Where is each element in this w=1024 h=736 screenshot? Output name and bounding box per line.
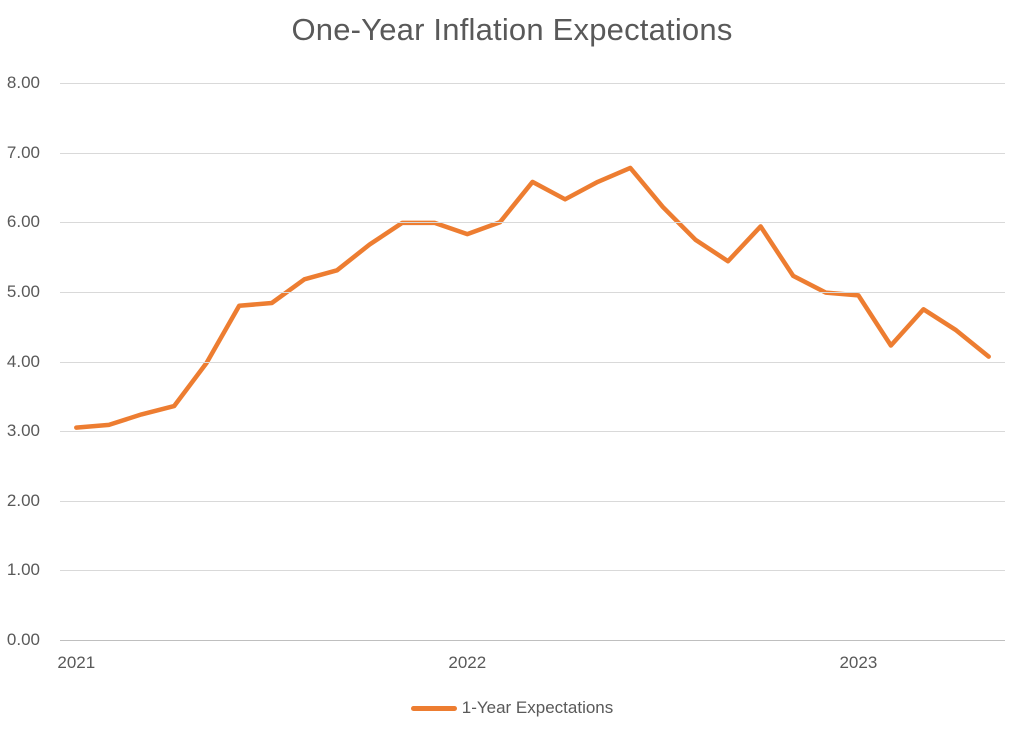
x-tick-label: 2021 xyxy=(57,653,96,672)
y-tick-label: 1.00 xyxy=(6,560,40,580)
y-tick-label: 0.00 xyxy=(6,630,40,649)
legend-label: 1-Year Expectations xyxy=(461,698,614,717)
gridline xyxy=(60,431,1005,433)
gridline xyxy=(60,291,1005,293)
gridline xyxy=(60,570,1005,572)
gridline xyxy=(60,83,1005,84)
x-tick-label: 2023 xyxy=(839,653,878,672)
y-tick-label: 8.00 xyxy=(6,73,40,92)
x-tick-label: 2022 xyxy=(448,653,487,672)
legend: 1-Year Expectations xyxy=(0,698,1024,718)
gridline xyxy=(60,361,1005,363)
gridline xyxy=(60,500,1005,502)
y-tick-label: 6.00 xyxy=(6,212,40,232)
legend-line-swatch-icon xyxy=(410,705,457,711)
x-axis-line xyxy=(60,640,1005,641)
y-tick-label: 7.00 xyxy=(6,142,40,162)
y-tick-label: 5.00 xyxy=(6,281,40,301)
gridline xyxy=(60,222,1005,224)
gridline xyxy=(60,152,1005,154)
y-tick-label: 3.00 xyxy=(6,421,40,441)
y-tick-label: 4.00 xyxy=(6,351,40,371)
y-tick-label: 2.00 xyxy=(6,490,40,510)
chart-title: One-Year Inflation Expectations xyxy=(291,12,733,47)
series-line xyxy=(74,165,991,430)
